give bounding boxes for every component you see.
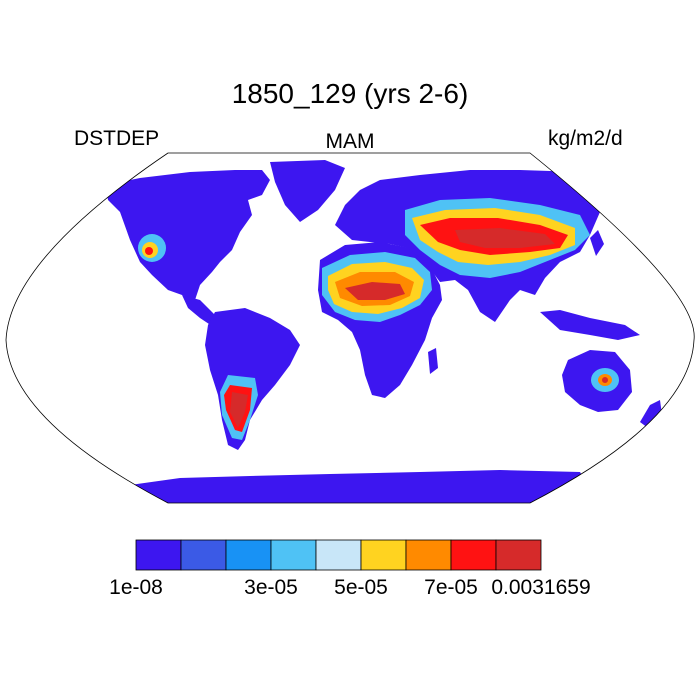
colorbar-swatch bbox=[315, 539, 362, 571]
variable-label: DSTDEP bbox=[74, 127, 160, 150]
new-zealand bbox=[640, 400, 662, 428]
map-title: 1850_129 (yrs 2-6) bbox=[231, 78, 469, 109]
north-america bbox=[105, 170, 270, 300]
antarctica bbox=[130, 470, 590, 503]
globe-outline bbox=[5, 152, 695, 504]
greenland bbox=[270, 160, 345, 222]
colorbar bbox=[135, 539, 542, 571]
colorbar-swatch bbox=[225, 539, 272, 571]
colorbar-swatch bbox=[135, 539, 182, 571]
land-layer bbox=[105, 160, 662, 503]
madagascar bbox=[428, 348, 438, 374]
colorbar-tick-label: 7e-05 bbox=[424, 576, 478, 599]
colorbar-swatch bbox=[180, 539, 227, 571]
colorbar-swatch bbox=[495, 539, 542, 571]
japan bbox=[590, 230, 604, 256]
colorbar-tick-label: 5e-05 bbox=[334, 576, 388, 599]
colorbar-tick-label: 0.0031659 bbox=[491, 576, 591, 599]
indonesia bbox=[540, 310, 640, 340]
colorbar-tick-label: 3e-05 bbox=[244, 576, 298, 599]
colorbar-tick-label: 1e-08 bbox=[109, 576, 163, 599]
season-label: MAM bbox=[325, 130, 375, 153]
colorbar-swatch bbox=[450, 539, 497, 571]
colorbar-swatch bbox=[405, 539, 452, 571]
units-label: kg/m2/d bbox=[548, 127, 623, 150]
colorbar-swatch bbox=[360, 539, 407, 571]
colorbar-swatch bbox=[270, 539, 317, 571]
